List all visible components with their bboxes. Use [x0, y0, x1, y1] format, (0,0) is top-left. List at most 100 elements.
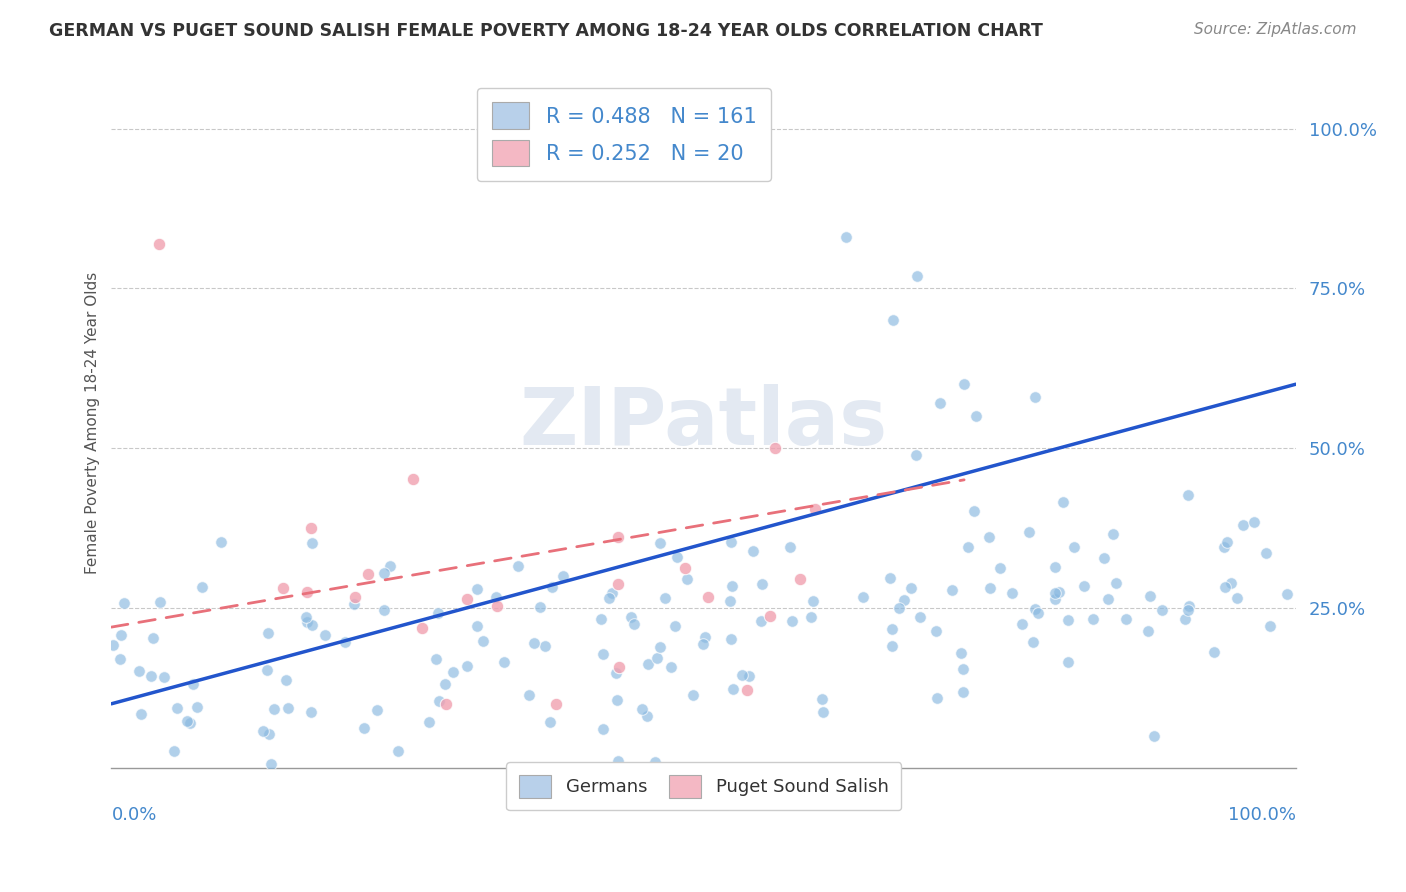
Point — [1018, 524, 1040, 539]
Point — [1043, 586, 1066, 600]
Point — [692, 637, 714, 651]
Point — [763, 441, 786, 455]
Point — [811, 705, 834, 719]
Point — [648, 536, 671, 550]
Point — [852, 591, 875, 605]
Point — [879, 571, 901, 585]
Text: GERMAN VS PUGET SOUND SALISH FEMALE POVERTY AMONG 18-24 YEAR OLDS CORRELATION CH: GERMAN VS PUGET SOUND SALISH FEMALE POVE… — [49, 22, 1043, 40]
Point — [297, 615, 319, 629]
Point — [1001, 586, 1024, 600]
Point — [834, 230, 856, 244]
Point — [721, 681, 744, 696]
Point — [644, 755, 666, 769]
Point — [148, 236, 170, 251]
Point — [600, 585, 623, 599]
Point — [893, 593, 915, 607]
Point — [1232, 518, 1254, 533]
Point — [789, 572, 811, 586]
Point — [538, 715, 561, 730]
Point — [1026, 607, 1049, 621]
Point — [731, 668, 754, 682]
Point — [263, 702, 285, 716]
Point — [314, 628, 336, 642]
Point — [609, 660, 631, 674]
Point — [191, 581, 214, 595]
Point — [779, 540, 801, 554]
Point — [925, 691, 948, 706]
Point — [682, 688, 704, 702]
Point — [485, 599, 508, 614]
Point — [353, 721, 375, 735]
Point — [637, 657, 659, 672]
Point — [659, 659, 682, 673]
Point — [963, 504, 986, 518]
Point — [620, 609, 643, 624]
Point — [675, 572, 697, 586]
Point — [720, 632, 742, 647]
Point — [607, 754, 630, 768]
Point — [456, 592, 478, 607]
Point — [952, 662, 974, 676]
Y-axis label: Female Poverty Among 18-24 Year Olds: Female Poverty Among 18-24 Year Olds — [86, 271, 100, 574]
Point — [260, 756, 283, 771]
Point — [623, 616, 645, 631]
Point — [880, 622, 903, 636]
Point — [541, 581, 564, 595]
Point — [434, 697, 457, 711]
Point — [465, 582, 488, 596]
Point — [141, 669, 163, 683]
Point — [887, 600, 910, 615]
Point — [606, 530, 628, 544]
Point — [1073, 579, 1095, 593]
Point — [1115, 612, 1137, 626]
Point — [720, 534, 742, 549]
Point — [780, 615, 803, 629]
Point — [1101, 527, 1123, 541]
Point — [738, 669, 761, 683]
Point — [949, 646, 972, 660]
Point — [605, 665, 627, 680]
Point — [301, 617, 323, 632]
Point — [128, 665, 150, 679]
Point — [1143, 729, 1166, 743]
Point — [209, 535, 232, 549]
Point — [1216, 535, 1239, 549]
Point — [551, 569, 574, 583]
Point — [965, 409, 987, 424]
Text: 100.0%: 100.0% — [1227, 805, 1296, 823]
Point — [718, 593, 741, 607]
Point — [1057, 655, 1080, 669]
Point — [988, 561, 1011, 575]
Point — [163, 744, 186, 758]
Point — [153, 670, 176, 684]
Point — [108, 651, 131, 665]
Point — [456, 659, 478, 673]
Point — [112, 596, 135, 610]
Point — [343, 597, 366, 611]
Point — [257, 727, 280, 741]
Point — [1137, 624, 1160, 638]
Point — [257, 626, 280, 640]
Point — [1219, 576, 1241, 591]
Point — [179, 715, 201, 730]
Point — [401, 472, 423, 486]
Point — [1215, 581, 1237, 595]
Point — [1024, 602, 1046, 616]
Point — [1139, 589, 1161, 603]
Point — [592, 647, 614, 661]
Point — [1081, 611, 1104, 625]
Point — [271, 581, 294, 595]
Point — [804, 501, 827, 516]
Point — [1043, 591, 1066, 606]
Point — [900, 581, 922, 595]
Text: ZIPatlas: ZIPatlas — [519, 384, 887, 461]
Point — [508, 559, 530, 574]
Point — [299, 705, 322, 719]
Point — [166, 700, 188, 714]
Point — [387, 744, 409, 758]
Point — [176, 714, 198, 729]
Point — [1212, 541, 1234, 555]
Point — [529, 600, 551, 615]
Point — [1105, 576, 1128, 591]
Point — [373, 566, 395, 580]
